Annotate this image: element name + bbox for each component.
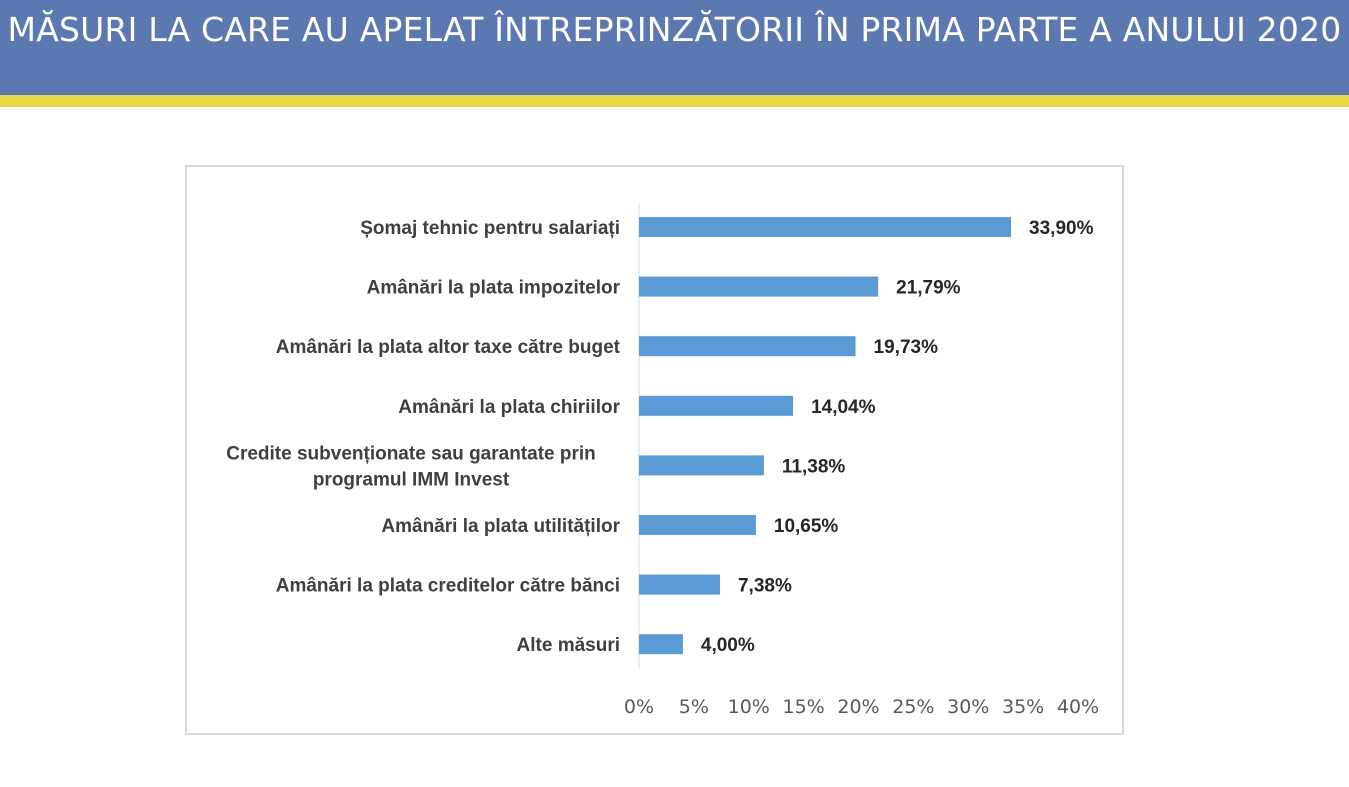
x-tick-label: 20% bbox=[837, 696, 879, 718]
bar bbox=[639, 634, 683, 655]
data-label: 21,79% bbox=[896, 278, 961, 299]
data-label: 7,38% bbox=[738, 576, 792, 597]
bar bbox=[639, 515, 756, 535]
data-label: 11,38% bbox=[782, 456, 845, 477]
x-tick-label: 25% bbox=[892, 696, 934, 718]
x-tick-label: 35% bbox=[1002, 696, 1044, 718]
bar bbox=[639, 574, 720, 595]
page-title: MĂSURI LA CARE AU APELAT ÎNTREPRINZĂTORI… bbox=[7, 10, 1342, 49]
bar bbox=[639, 395, 794, 416]
data-label: 4,00% bbox=[701, 635, 755, 656]
category-label: Șomaj tehnic pentru salariați bbox=[360, 218, 620, 239]
category-label: Amânări la plata impozitelor bbox=[367, 278, 621, 299]
x-tick-label: 10% bbox=[728, 696, 770, 718]
bar bbox=[639, 217, 1012, 237]
category-label: Amânări la plata utilităților bbox=[381, 516, 620, 537]
data-label: 10,65% bbox=[774, 516, 839, 537]
data-label: 19,73% bbox=[874, 337, 939, 358]
data-label: 14,04% bbox=[811, 397, 876, 418]
x-tick-label: 30% bbox=[947, 696, 989, 718]
category-label: Amânări la plata creditelor către bănci bbox=[276, 576, 620, 597]
data-label: 33,90% bbox=[1029, 218, 1094, 239]
category-label: Amânări la plata chiriilor bbox=[398, 397, 620, 418]
header-stripe bbox=[0, 95, 1349, 107]
header-banner bbox=[0, 0, 1349, 95]
category-label: Amânări la plata altor taxe către buget bbox=[276, 337, 621, 358]
category-label: Alte măsuri bbox=[517, 635, 620, 656]
bar bbox=[639, 336, 856, 357]
x-tick-label: 5% bbox=[679, 696, 709, 718]
x-tick-label: 40% bbox=[1057, 696, 1099, 718]
category-label: Credite subvenționate sau garantate prin… bbox=[226, 443, 596, 490]
x-tick-label: 0% bbox=[624, 696, 654, 718]
bar bbox=[639, 276, 879, 297]
x-tick-label: 15% bbox=[783, 696, 825, 718]
bar bbox=[639, 455, 764, 476]
